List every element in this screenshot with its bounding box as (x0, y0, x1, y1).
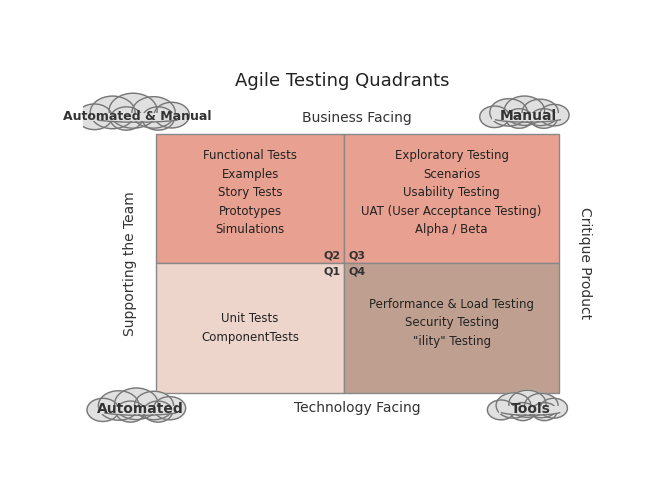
Text: Manual: Manual (500, 109, 556, 123)
Text: Functional Tests
Examples
Story Tests
Prototypes
Simulations: Functional Tests Examples Story Tests Pr… (203, 149, 297, 236)
Bar (344, 264, 559, 393)
Circle shape (110, 107, 142, 130)
Text: Unit Tests
ComponentTests: Unit Tests ComponentTests (201, 312, 299, 344)
Text: Performance & Load Testing
Security Testing
"ility" Testing: Performance & Load Testing Security Test… (369, 298, 534, 347)
Circle shape (132, 97, 175, 128)
Text: Automated: Automated (97, 402, 183, 416)
Bar (156, 264, 344, 393)
Bar (99, 405, 181, 414)
Text: Q2: Q2 (323, 250, 340, 260)
Text: Critique Product: Critique Product (578, 207, 592, 320)
Bar (156, 134, 344, 264)
Circle shape (490, 99, 528, 126)
Text: Q4: Q4 (349, 266, 366, 276)
Circle shape (90, 96, 135, 129)
Circle shape (143, 401, 172, 422)
Bar (100, 406, 181, 414)
Circle shape (506, 109, 532, 128)
Text: Business Facing: Business Facing (302, 111, 412, 125)
Circle shape (135, 391, 173, 420)
Circle shape (154, 102, 189, 128)
Circle shape (540, 104, 569, 126)
Text: Automated & Manual: Automated & Manual (63, 110, 212, 122)
Circle shape (488, 400, 515, 420)
Text: Agile Testing Quadrants: Agile Testing Quadrants (235, 72, 449, 90)
Circle shape (116, 401, 145, 422)
Circle shape (142, 107, 174, 130)
Circle shape (480, 106, 510, 127)
Bar (344, 134, 559, 264)
Circle shape (77, 104, 112, 130)
Bar (498, 405, 563, 414)
Text: Exploratory Testing
Scenarios
Usability Testing
UAT (User Acceptance Testing)
Al: Exploratory Testing Scenarios Usability … (362, 149, 542, 236)
Text: Technology Facing: Technology Facing (294, 401, 421, 415)
Text: Q1: Q1 (323, 266, 340, 276)
Circle shape (109, 93, 157, 128)
Bar (90, 111, 185, 121)
Text: Q3: Q3 (349, 250, 366, 260)
Circle shape (525, 393, 558, 418)
Circle shape (522, 99, 558, 125)
Text: Supporting the Team: Supporting the Team (123, 191, 137, 336)
Circle shape (530, 109, 557, 128)
Text: Tools: Tools (510, 402, 550, 416)
Circle shape (496, 393, 531, 418)
Circle shape (87, 398, 119, 422)
Circle shape (540, 398, 568, 418)
Circle shape (509, 390, 546, 417)
Circle shape (504, 96, 544, 125)
Circle shape (115, 388, 158, 420)
Bar (91, 113, 184, 121)
Bar (492, 113, 564, 121)
Circle shape (154, 397, 185, 420)
Circle shape (98, 391, 139, 420)
Circle shape (532, 403, 557, 421)
Bar (499, 406, 562, 414)
Circle shape (510, 403, 535, 421)
Bar (491, 111, 565, 121)
